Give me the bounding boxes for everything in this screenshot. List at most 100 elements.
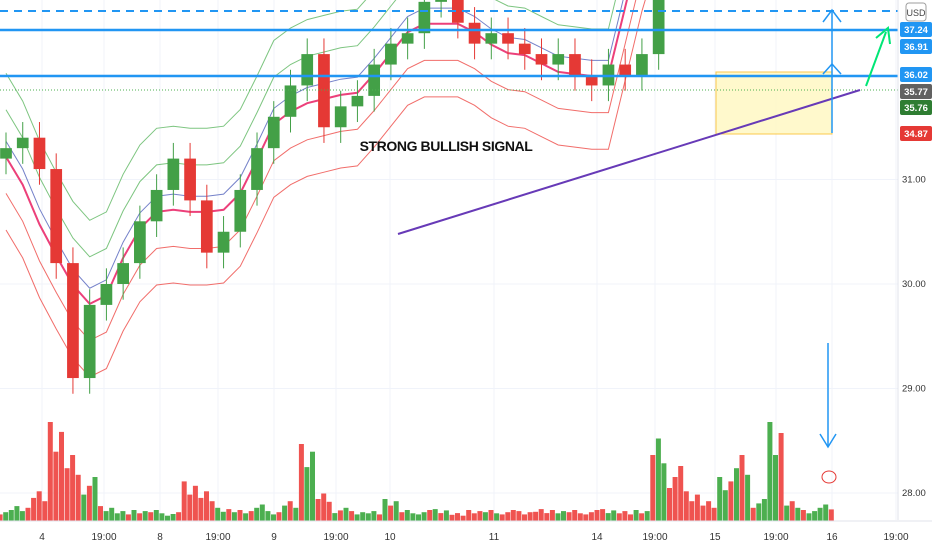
volume-bar (443, 510, 449, 521)
annotation-text: STRONG BULLISH SIGNAL (360, 138, 534, 154)
volume-bar (533, 511, 539, 521)
bands (5, 0, 646, 378)
volume-bar (265, 511, 271, 521)
volume-bar (276, 512, 282, 521)
volume-bar (789, 501, 795, 521)
volume-bar (248, 511, 254, 521)
time-axis[interactable]: 4 19:00 8 19:00 9 19:00 10 11 14 19:00 15 19:00 16 19… (0, 520, 932, 550)
consolidation-box (715, 71, 833, 135)
time-tick-label: 15 (709, 532, 721, 543)
volume-bar (639, 513, 645, 521)
volume-bar (527, 512, 533, 521)
volume-bar (159, 513, 165, 521)
volume-bar (438, 513, 444, 521)
candle-body (518, 43, 531, 55)
time-tick-label: 16 (826, 532, 838, 543)
volume-bar (510, 510, 516, 521)
volume-bar (756, 503, 762, 521)
volume-bar (220, 511, 226, 521)
volume-bar (204, 491, 209, 521)
time-tick-label: 19:00 (642, 532, 667, 543)
candle-body (636, 54, 648, 75)
price-tick-label: 28.00 (902, 488, 926, 499)
band-upper-inner (5, 0, 616, 258)
volume-bar (734, 468, 739, 521)
volume-bar (728, 481, 734, 521)
volume-bar (561, 511, 566, 521)
candle-body (652, 0, 665, 55)
volume-bar (226, 509, 232, 521)
volume-bar (14, 506, 20, 521)
price-label: 36.91 (900, 39, 932, 54)
candle-body (485, 33, 498, 44)
volume-bar (254, 507, 260, 521)
candle-body (619, 64, 632, 75)
time-tick-label: 11 (489, 532, 500, 543)
volume-bar (739, 455, 745, 521)
candle-body (351, 95, 364, 107)
volume-bar (153, 510, 159, 521)
volume-bar (806, 513, 812, 521)
time-tick-label: 19:00 (323, 532, 348, 543)
price-label-text: 35.76 (904, 103, 928, 114)
volume-bar (298, 444, 304, 521)
candle-body (100, 284, 113, 305)
candle-body (83, 304, 96, 379)
risk-reward-zones (715, 71, 833, 135)
volume-bar (25, 507, 31, 521)
volume-bar (315, 499, 321, 521)
candle-body (468, 22, 481, 44)
volume-bar (120, 511, 126, 521)
volume-bar (761, 499, 767, 521)
volume-bar (672, 477, 678, 521)
candle-body (251, 148, 263, 190)
candle-body (301, 54, 314, 86)
volume-bar (42, 501, 48, 521)
volume-bar (622, 511, 628, 521)
volume-bar (427, 510, 433, 521)
candle-body (134, 221, 146, 264)
volume-bar (165, 515, 170, 521)
volume-bar (633, 510, 639, 521)
volume-bar (594, 510, 600, 521)
volume-bar (572, 510, 578, 521)
volume-bar (482, 512, 488, 521)
volume-bar (494, 513, 500, 521)
volume-bar (86, 485, 92, 521)
volume-bar (8, 510, 14, 521)
volume-bar (237, 510, 243, 521)
volume-bar (706, 501, 712, 521)
volume-bar (377, 514, 382, 521)
candle-body (451, 0, 464, 23)
volume-bar (549, 510, 555, 521)
volume-bar (404, 510, 410, 521)
volume-bar (516, 511, 522, 521)
volume-bar (53, 451, 59, 521)
price-tick-label: 29.00 (902, 384, 926, 395)
volume-bar (109, 507, 115, 521)
volume-bar (365, 513, 371, 521)
volume-bar (310, 451, 315, 521)
candle-body (117, 263, 129, 284)
volume-bar (148, 512, 154, 521)
volume-bar (700, 505, 706, 521)
volume-bar (332, 513, 338, 521)
volume-bar (176, 512, 182, 521)
volume-bar (131, 510, 137, 521)
volume-bars (0, 422, 834, 522)
candle-body (318, 54, 330, 128)
volume-bar (192, 485, 198, 521)
price-label-bg (900, 67, 932, 82)
volume-bar (282, 505, 288, 521)
volume-bar (304, 467, 310, 521)
volume-bar (644, 511, 650, 521)
volume-bar (103, 511, 109, 521)
candle-body (234, 189, 247, 232)
volume-bar (471, 513, 477, 521)
volume-bar (544, 513, 550, 521)
volume-bar (773, 455, 778, 521)
volume-bar (70, 455, 76, 521)
volume-bar (142, 511, 148, 521)
time-tick-label: 8 (157, 532, 163, 543)
